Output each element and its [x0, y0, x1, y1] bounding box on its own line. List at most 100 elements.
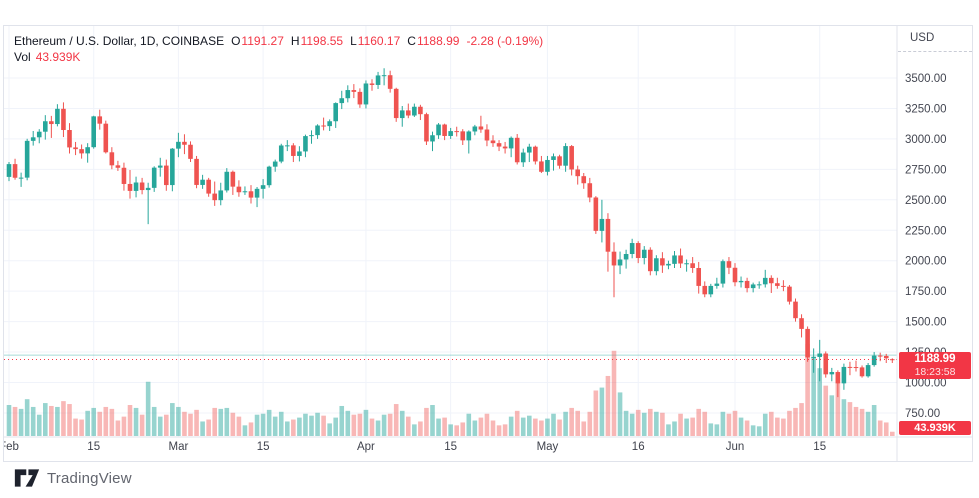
- candle-body: [369, 83, 375, 85]
- candle-body: [738, 280, 744, 283]
- volume-bar: [254, 414, 260, 436]
- volume-bar: [67, 404, 72, 436]
- candle-body: [654, 258, 659, 272]
- candle-body: [157, 165, 163, 168]
- candle-body: [79, 149, 84, 154]
- volume-bar: [357, 413, 363, 436]
- candle-body: [569, 146, 574, 170]
- volume-bar: [272, 416, 278, 436]
- volume-bar: [127, 405, 133, 436]
- volume-bar: [18, 408, 24, 436]
- candle-body: [109, 152, 115, 166]
- volume-bar: [151, 406, 157, 436]
- candle-body: [563, 146, 568, 166]
- volume-bar: [145, 381, 151, 436]
- candle-body: [605, 218, 611, 252]
- price-axis-label: 1750.00: [905, 286, 947, 298]
- candle-body: [545, 159, 550, 172]
- candle-body: [182, 141, 187, 145]
- price-axis-divider: [898, 51, 972, 52]
- candle-body: [660, 258, 665, 266]
- candle-body: [775, 283, 780, 286]
- ohlc-close-label: C: [407, 34, 416, 48]
- candle-body: [611, 251, 617, 266]
- legend-line-1: Ethereum / U.S. Dollar, 1D, COINBASE O119…: [14, 33, 543, 49]
- volume-bar: [49, 405, 54, 436]
- tradingview-watermark[interactable]: TradingView: [14, 468, 132, 488]
- candle-body: [194, 158, 199, 185]
- candle-body: [260, 185, 266, 189]
- change-value: -2.28 (-0.19%): [466, 34, 544, 48]
- volume-bar: [605, 375, 611, 436]
- volume-bar: [865, 411, 871, 436]
- legend-line-2: Vol 43.939K: [14, 49, 543, 65]
- volume-bar: [200, 421, 205, 436]
- time-axis-label: Jun: [726, 441, 745, 453]
- volume-bar: [720, 411, 726, 436]
- volume-label: Vol: [14, 50, 31, 64]
- volume-bar: [726, 413, 732, 436]
- tradingview-brand-text: TradingView: [47, 469, 132, 487]
- volume-bar: [575, 410, 580, 436]
- time-axis-label: May: [537, 441, 559, 453]
- candle-body: [55, 108, 60, 125]
- volume-bar: [617, 392, 623, 436]
- volume-bar: [641, 412, 647, 436]
- time-axis-label: Apr: [357, 441, 375, 453]
- volume-bar: [55, 406, 60, 436]
- volume-bar: [297, 417, 302, 436]
- candle-body: [587, 183, 593, 198]
- candle-body: [49, 121, 54, 125]
- volume-value: 43.939K: [35, 50, 81, 64]
- candle-body: [769, 277, 774, 284]
- candle-body: [442, 124, 447, 136]
- volume-bar: [460, 422, 466, 436]
- volume-bar: [309, 415, 314, 436]
- candle-body: [684, 263, 689, 265]
- candle-body: [151, 167, 157, 188]
- candle-body: [714, 283, 720, 286]
- volume-bar: [369, 418, 375, 436]
- volume-bar: [12, 406, 18, 436]
- volume-bar: [339, 405, 345, 436]
- volume-bar: [623, 410, 629, 436]
- volume-bar: [563, 411, 568, 436]
- volume-bar: [230, 412, 236, 436]
- price-axis-label: 1000.00: [905, 378, 947, 390]
- volume-bar: [91, 407, 96, 436]
- volume-bar: [109, 408, 115, 436]
- ohlc-open-label: O: [231, 34, 241, 48]
- volume-bar: [847, 402, 853, 436]
- candle-body: [835, 372, 841, 384]
- ohlc-close-value: 1188.99: [416, 34, 460, 48]
- volume-bar: [327, 423, 332, 436]
- chart-panel: 3500.00 3250.00 3000.00 2750.00 2500.00 2250.…: [3, 25, 973, 462]
- tradingview-logo-icon: [14, 469, 40, 487]
- volume-bar: [666, 424, 671, 436]
- candle-body: [412, 106, 417, 116]
- volume-bar: [466, 413, 472, 436]
- volume-bar: [805, 344, 810, 436]
- candle-body: [690, 263, 695, 269]
- time-axis[interactable]: [4, 438, 972, 461]
- candlestick-chart[interactable]: 3500.00 3250.00 3000.00 2750.00 2500.00 2250.…: [4, 26, 972, 461]
- candle-body: [103, 123, 109, 153]
- candle-body: [303, 136, 308, 152]
- candle-body: [648, 249, 653, 272]
- volume-bar: [793, 407, 798, 436]
- volume-bar: [508, 416, 514, 436]
- candle-body: [176, 141, 181, 149]
- volume-bar: [61, 401, 66, 436]
- candle-body: [678, 255, 683, 264]
- volume-bar: [841, 399, 847, 436]
- volume-bar: [678, 413, 683, 436]
- candle-body: [24, 140, 30, 178]
- volume-bar: [478, 417, 484, 436]
- volume-bar: [333, 417, 338, 436]
- price-axis-label: 750.00: [905, 408, 940, 420]
- volume-bar: [635, 409, 641, 436]
- volume-bar: [285, 421, 290, 436]
- last-price-badge: 1188.99 18:23:58: [899, 352, 971, 379]
- volume-bar: [551, 413, 556, 436]
- candle-body: [762, 277, 768, 285]
